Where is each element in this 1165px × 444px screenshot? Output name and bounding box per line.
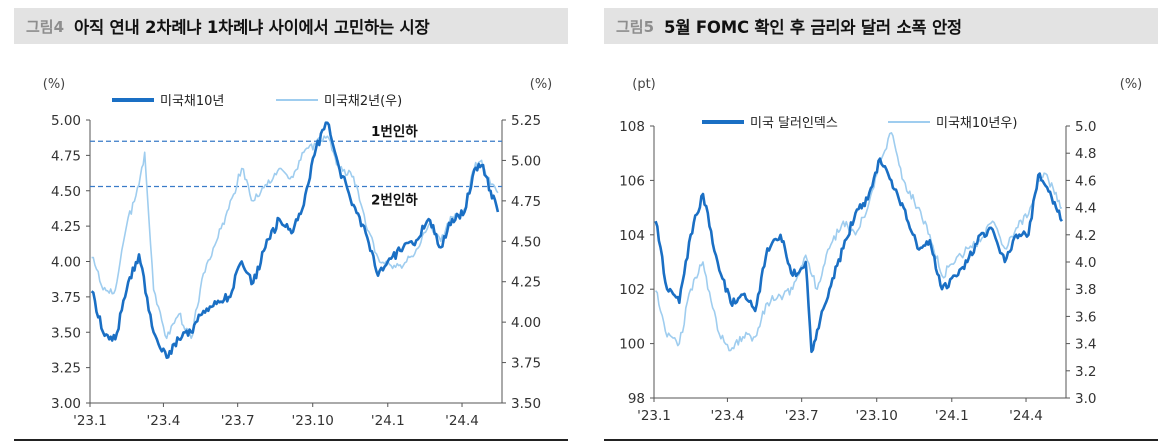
x-tick-label: '23.7 (221, 413, 255, 429)
bottom-rule (14, 439, 568, 441)
figure-tag: 그림4 (26, 17, 65, 36)
reference-line-label: 2번인하 (371, 192, 418, 209)
y-left-tick-label: 4.75 (51, 148, 81, 164)
left-axis-unit: (pt) (632, 77, 656, 92)
series-line (654, 132, 1063, 352)
y-left-tick-label: 4.50 (51, 184, 81, 200)
y-right-tick-label: 4.0 (1075, 255, 1096, 271)
x-tick-label: '23.7 (785, 408, 819, 424)
y-right-tick-label: 4.00 (511, 315, 541, 331)
line-chart-dollar-index: (pt) (%) 98 100 102 104 106 108 3.0 3.2 3.4 3.6 3.… (619, 77, 1143, 424)
legend-label: 미국채10년우) (936, 116, 1017, 131)
y-left-tick-label: 3.00 (51, 396, 81, 412)
y-right-tick-label: 4.25 (511, 275, 541, 291)
y-left-tick-label: 4.00 (51, 255, 81, 271)
y-right-tick-label: 5.00 (511, 153, 541, 169)
y-left-tick-label: 104 (619, 228, 645, 244)
y-right-tick-label: 3.8 (1075, 282, 1096, 298)
y-right-tick-label: 3.6 (1075, 309, 1096, 325)
y-right-tick-label: 4.75 (511, 194, 541, 210)
y-left-tick-label: 106 (619, 173, 645, 189)
y-left-tick-label: 3.50 (51, 325, 81, 341)
x-tick-label: '23.4 (147, 413, 181, 429)
right-axis-unit: (%) (1120, 77, 1143, 92)
chart-title: 아직 연내 2차례냐 1차례냐 사이에서 고민하는 시장 (74, 18, 430, 37)
y-right-tick-label: 4.4 (1075, 201, 1096, 217)
y-right-tick-label: 4.8 (1075, 146, 1096, 162)
x-tick-label: '23.4 (711, 408, 745, 424)
y-left-tick-label: 102 (619, 282, 645, 298)
y-right-tick-label: 4.50 (511, 234, 541, 250)
y-right-tick-label: 4.6 (1075, 173, 1096, 189)
chart-panel-right: 그림5 5월 FOMC 확인 후 금리와 달러 소폭 안정 (pt) (%) 9… (604, 0, 1159, 444)
legend-label: 미국채10년 (160, 94, 224, 109)
x-tick-label: '24.1 (935, 408, 969, 424)
chart-title: 5월 FOMC 확인 후 금리와 달러 소폭 안정 (664, 18, 962, 37)
y-left-tick-label: 100 (619, 337, 645, 353)
series-line (90, 121, 500, 359)
x-tick-label: '23.1 (73, 413, 107, 429)
y-right-tick-label: 3.4 (1075, 337, 1096, 353)
figure-tag: 그림5 (616, 17, 655, 36)
y-left-tick-label: 98 (628, 391, 645, 407)
y-right-tick-label: 3.75 (511, 356, 541, 372)
x-tick-label: '23.10 (292, 413, 334, 429)
y-right-tick-label: 3.50 (511, 396, 541, 412)
left-axis-unit: (%) (43, 77, 66, 92)
legend-label: 미국채2년(우) (324, 94, 402, 109)
chart-panel-left: 그림4 아직 연내 2차례냐 1차례냐 사이에서 고민하는 시장 (%) (%)… (14, 0, 569, 444)
right-axis-unit: (%) (530, 77, 553, 92)
y-right-tick-label: 4.2 (1075, 228, 1096, 244)
x-tick-label: '24.1 (371, 413, 405, 429)
y-right-tick-label: 3.2 (1075, 364, 1096, 380)
bottom-rule (604, 439, 1158, 441)
x-tick-label: '24.4 (1009, 408, 1043, 424)
reference-line-label: 1번인하 (371, 123, 418, 140)
y-left-tick-label: 3.25 (51, 361, 81, 377)
chart-title-bar: 그림4 아직 연내 2차례냐 1차례냐 사이에서 고민하는 시장 (14, 8, 568, 44)
chart-title-bar: 그림5 5월 FOMC 확인 후 금리와 달러 소폭 안정 (604, 8, 1158, 44)
y-left-tick-label: 4.25 (51, 219, 81, 235)
x-tick-label: '23.10 (856, 408, 898, 424)
y-left-tick-label: 108 (619, 119, 645, 135)
x-tick-label: '23.1 (637, 408, 671, 424)
series-line (654, 157, 1063, 354)
y-right-tick-label: 5.0 (1075, 119, 1096, 135)
y-left-tick-label: 5.00 (51, 113, 81, 129)
x-tick-label: '24.4 (445, 413, 479, 429)
y-right-tick-label: 5.25 (511, 113, 541, 129)
legend-label: 미국 달러인덱스 (750, 116, 838, 131)
line-chart-bond-yields: (%) (%) 3.00 3.25 3.50 3.75 4.00 4.25 4.50 4.75… (43, 77, 553, 429)
y-right-tick-label: 3.0 (1075, 391, 1096, 407)
y-left-tick-label: 3.75 (51, 290, 81, 306)
